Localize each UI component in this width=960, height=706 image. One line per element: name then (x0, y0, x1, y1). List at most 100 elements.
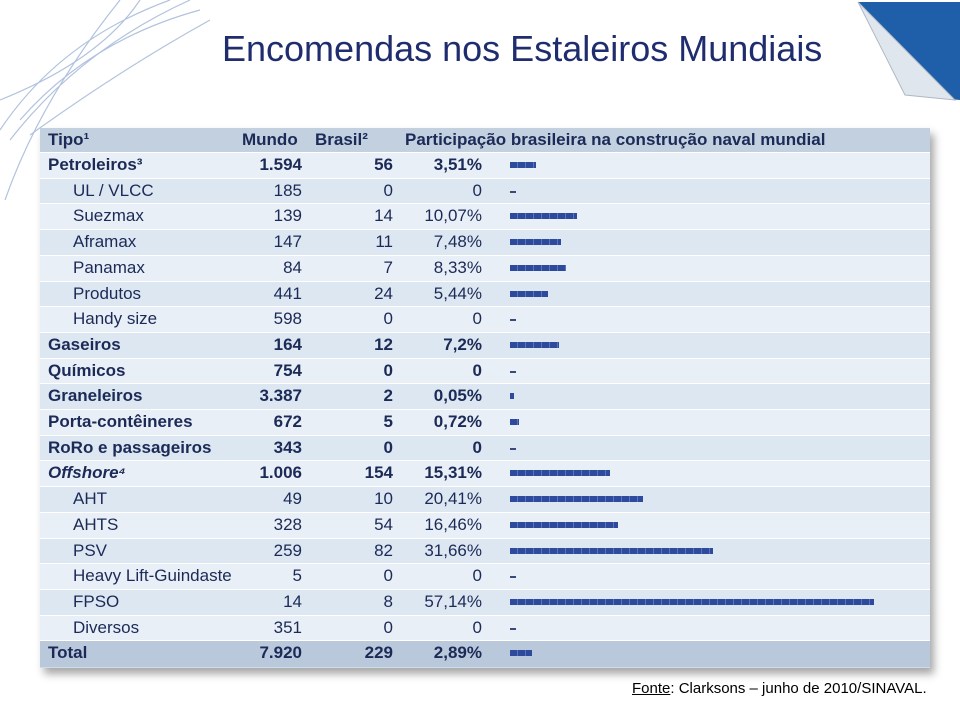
share-bar (510, 162, 537, 168)
brasil: 0 (383, 566, 393, 586)
tipo: Químicos (48, 360, 126, 380)
mundo: 1.006 (259, 463, 302, 483)
table-row: AHTS 328 54 16,46% (40, 511, 930, 539)
table-row: RoRo e passageiros 343 0 0 (40, 434, 930, 462)
share-bar (510, 470, 611, 477)
brasil: 5 (383, 412, 393, 431)
tipo: Gaseiros (48, 334, 121, 354)
brasil: 7 (383, 257, 393, 277)
source-label: Fonte (632, 680, 671, 697)
tipo: UL / VLCC (73, 180, 154, 200)
brasil: 82 (374, 540, 393, 560)
tipo: AHTS (73, 514, 119, 534)
table-row: Diversos 351 0 0 (40, 614, 930, 642)
share-label: 5,44% (433, 283, 482, 303)
brasil: 0 (383, 437, 393, 457)
mundo: 672 (273, 412, 302, 431)
table-row: Panamax 84 7 8,33% (40, 254, 930, 282)
brasil: 12 (374, 334, 393, 354)
share-bar (510, 319, 516, 322)
tipo: PSV (73, 540, 108, 560)
header-cell: Participação brasileira na construção na… (405, 130, 826, 149)
mundo: 754 (273, 360, 302, 380)
page-curl (857, 1, 960, 101)
mundo: 147 (273, 232, 302, 252)
brasil: 11 (375, 232, 393, 252)
share-label: 7,2% (443, 334, 482, 354)
mundo: 139 (273, 206, 302, 226)
share-label: 7,48% (433, 232, 482, 252)
mundo: 343 (273, 437, 302, 457)
table-row: FPSO 14 8 57,14% (40, 588, 930, 616)
table: Tipo¹ Mundo Brasil² Participação brasileira… (40, 128, 930, 668)
tipo: Petroleiros³ (48, 155, 143, 174)
header-cell: Mundo (242, 130, 298, 149)
share-bar (510, 419, 519, 425)
share-label: 0 (472, 617, 482, 637)
swoosh (0, 0, 211, 201)
table-row: Porta-contêineres 672 5 0,72% (40, 409, 930, 436)
brasil: 229 (364, 643, 393, 663)
share-label: 31,66% (424, 540, 482, 560)
source: Fonte: Clarksons – junho de 2010/SINAVAL… (632, 680, 927, 697)
brasil: 154 (364, 463, 393, 483)
share-label: 0 (472, 180, 482, 200)
tipo: FPSO (73, 591, 120, 611)
brasil: 0 (383, 180, 393, 200)
brasil: 10 (374, 489, 393, 509)
brasil: 14 (374, 206, 393, 226)
mundo: 259 (273, 540, 302, 560)
tipo: Handy size (73, 309, 158, 329)
brasil: 0 (383, 309, 393, 329)
tipo: Offshore⁴ (48, 463, 126, 483)
tipo: RoRo e passageiros (48, 437, 212, 457)
share-bar (510, 547, 714, 554)
brasil: 8 (383, 591, 393, 611)
share-label: 16,46% (424, 514, 482, 534)
header-row: Tipo¹ Mundo Brasil² Participação brasileira… (40, 128, 930, 152)
brasil: 56 (374, 155, 393, 174)
tipo: Suezmax (73, 206, 144, 226)
mundo: 49 (283, 489, 302, 509)
table-row: Químicos 754 0 0 (40, 357, 930, 385)
table-row: Total 7.920 229 2,89% (40, 640, 930, 667)
tipo: Heavy Lift-Guindaste (73, 566, 232, 586)
share-label: 0 (472, 437, 482, 457)
brasil: 2 (383, 386, 393, 406)
share-label: 0,05% (433, 386, 482, 406)
table-row: Graneleiros 3.387 2 0,05% (40, 383, 930, 410)
mundo: 598 (273, 309, 302, 329)
title: Encomendas nos Estaleiros Mundiais (222, 28, 823, 69)
table-row: Gaseiros 164 12 7,2% (40, 331, 930, 359)
share-label: 8,33% (433, 257, 482, 277)
tipo: AHT (73, 489, 107, 509)
brasil: 0 (383, 617, 393, 637)
table-row: Petroleiros³ 1.594 56 3,51% (40, 152, 930, 179)
share-bar (510, 650, 533, 657)
header-cell: Tipo¹ (48, 130, 90, 149)
mundo: 14 (283, 591, 302, 611)
brasil: 54 (374, 514, 393, 534)
share-label: 0 (472, 566, 482, 586)
brasil: 24 (374, 283, 393, 303)
share-label: 2,89% (433, 643, 482, 663)
table-row: Aframax 147 11 7,48% (40, 229, 930, 256)
mundo: 5 (292, 566, 302, 586)
table-row: Suezmax 139 14 10,07% (40, 203, 930, 231)
share-bar (510, 264, 567, 271)
brasil: 0 (383, 360, 393, 380)
tipo: Porta-contêineres (48, 412, 193, 431)
share-label: 0 (472, 360, 482, 380)
mundo: 328 (273, 514, 302, 534)
table-row: AHT 49 10 20,41% (40, 486, 930, 513)
mundo: 7.920 (259, 643, 302, 663)
source-text: : Clarksons – junho de 2010/SINAVAL. (670, 680, 927, 697)
share-label: 20,41% (424, 489, 482, 509)
table-row: UL / VLCC 185 0 0 (40, 177, 930, 205)
mundo: 185 (273, 180, 302, 200)
share-bar (510, 239, 562, 246)
share-bar (510, 576, 516, 579)
table-row: Produtos 441 24 5,44% (40, 280, 930, 308)
share-label: 0 (472, 309, 482, 329)
